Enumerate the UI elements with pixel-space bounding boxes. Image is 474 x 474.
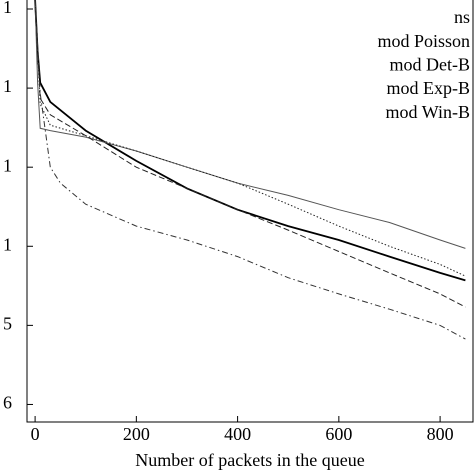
legend-label: mod Exp-B	[387, 78, 471, 98]
x-tick-label: 0	[31, 424, 40, 444]
legend-label: ns	[454, 7, 470, 27]
y-tick-label: 1	[3, 155, 12, 175]
series-line	[34, 0, 466, 308]
y-tick-label: 6	[3, 393, 12, 413]
x-tick-label: 400	[224, 424, 251, 444]
legend-label: mod Poisson	[377, 31, 470, 51]
axes-frame	[26, 0, 474, 423]
y-tick-label: 1	[3, 234, 12, 254]
legend-label: mod Win-B	[386, 102, 470, 122]
y-tick-label: 1	[3, 0, 12, 17]
series-line	[34, 0, 466, 340]
x-axis-label: Number of packets in the queue	[135, 450, 364, 470]
legend-label: mod Det-B	[390, 55, 471, 75]
x-tick-label: 200	[123, 424, 150, 444]
x-tick-label: 600	[325, 424, 352, 444]
y-tick-label: 5	[3, 313, 12, 333]
series-line	[34, 0, 466, 277]
x-tick-label: 800	[427, 424, 454, 444]
y-tick-label: 1	[3, 76, 12, 96]
